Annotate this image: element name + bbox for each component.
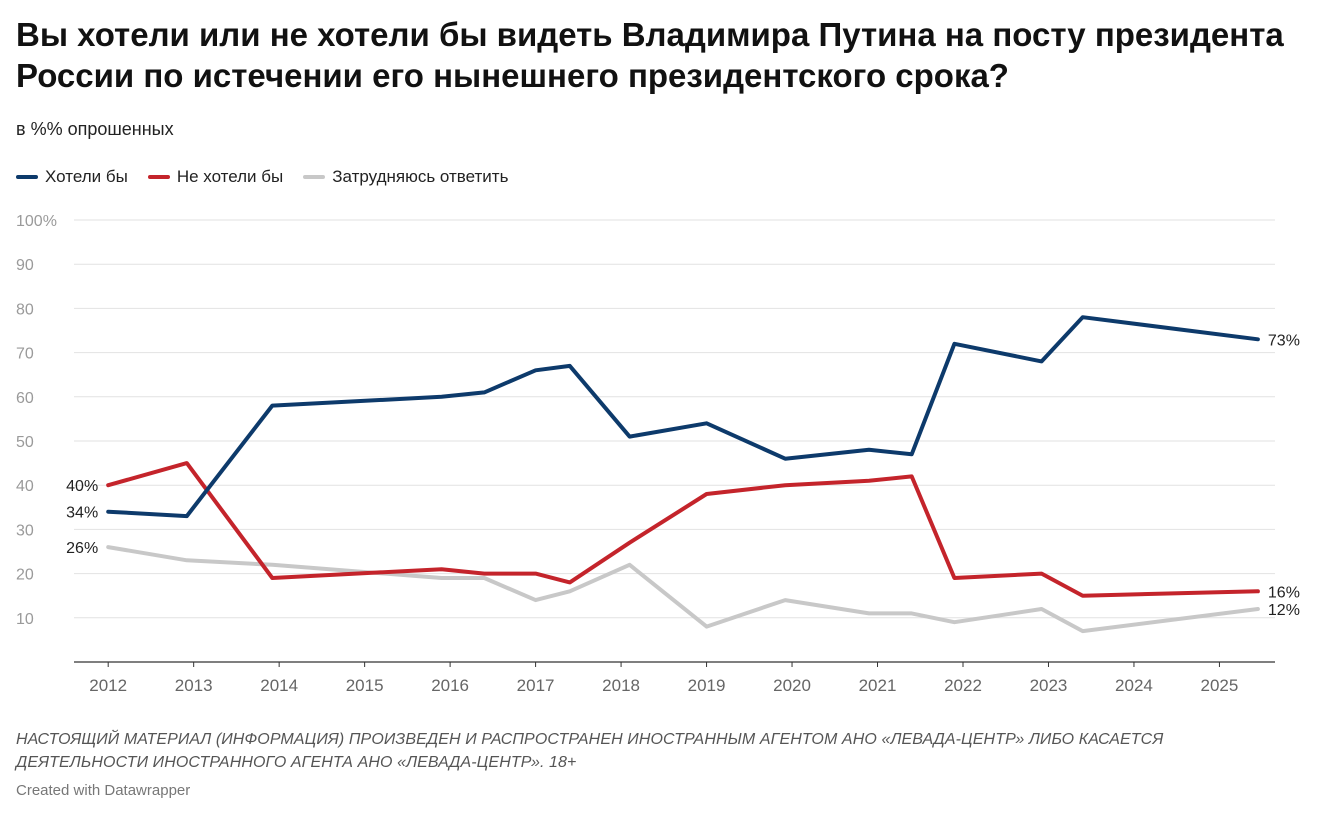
- gridlines: [74, 219, 1275, 619]
- legend-swatch-undecided: [303, 175, 326, 179]
- x-tick-label: 2025: [1201, 676, 1239, 695]
- legend-item-undecided: Затрудняюсь ответить: [303, 167, 508, 187]
- legend: Хотели бы Не хотели бы Затрудняюсь ответ…: [16, 167, 508, 187]
- x-axis-ticks: 2012 2013 2014 2015 2016 2017 2018 2019 2020 2021…: [89, 662, 1238, 695]
- y-tick-label: 90: [16, 257, 34, 274]
- chart-subtitle: в %% опрошенных: [16, 119, 174, 139]
- y-tick-label: 20: [16, 567, 34, 584]
- y-tick-label: 80: [16, 301, 34, 318]
- legend-label-not-want: Не хотели бы: [176, 167, 284, 186]
- legend-item-want: Хотели бы: [16, 167, 128, 187]
- legend-swatch-not-want: [147, 175, 170, 179]
- y-axis-ticks: 10 20 30 40 50 60 70 80 90 100%: [16, 213, 57, 628]
- x-tick-label: 2015: [346, 676, 384, 695]
- legend-item-not-want: Не хотели бы: [147, 167, 284, 187]
- legend-swatch-want: [16, 175, 38, 179]
- end-label-want: 73%: [1268, 332, 1300, 349]
- start-label-want: 34%: [66, 505, 98, 522]
- x-tick-label: 2019: [688, 676, 726, 695]
- x-tick-label: 2016: [431, 676, 469, 695]
- x-tick-label: 2021: [859, 676, 897, 695]
- y-tick-label: 60: [16, 390, 34, 407]
- y-tick-label: 70: [16, 346, 34, 363]
- x-tick-label: 2017: [517, 676, 555, 695]
- end-label-undecided: 12%: [1268, 602, 1300, 619]
- value-labels: 34% 73% 40% 16% 26% 12%: [66, 332, 1300, 619]
- start-label-not-want: 40%: [66, 478, 98, 495]
- y-tick-label: 40: [16, 478, 34, 495]
- legend-label-undecided: Затрудняюсь ответить: [332, 167, 509, 186]
- x-tick-label: 2022: [944, 676, 982, 695]
- end-label-not-want: 16%: [1268, 584, 1300, 601]
- legend-label-want: Хотели бы: [45, 167, 128, 186]
- x-tick-label: 2013: [175, 676, 213, 695]
- series-line-want: [106, 315, 1260, 519]
- series-lines: [106, 315, 1260, 634]
- y-tick-label: 100%: [16, 213, 57, 230]
- x-tick-label: 2018: [602, 676, 640, 695]
- x-tick-label: 2012: [89, 676, 127, 695]
- foreign-agent-notice: НАСТОЯЩИЙ МАТЕРИАЛ (ИНФОРМАЦИЯ) ПРОИЗВЕД…: [16, 731, 1164, 771]
- chart-title: Вы хотели или не хотели бы видеть Владим…: [16, 16, 1284, 94]
- y-tick-label: 10: [16, 611, 34, 628]
- start-label-undecided: 26%: [66, 540, 98, 557]
- datawrapper-credit[interactable]: Created with Datawrapper: [16, 782, 191, 799]
- y-tick-label: 30: [16, 522, 34, 539]
- y-tick-label: 50: [16, 434, 34, 451]
- x-tick-label: 2020: [773, 676, 811, 695]
- x-tick-label: 2024: [1115, 676, 1153, 695]
- series-line-not-want: [106, 461, 1260, 598]
- x-tick-label: 2023: [1030, 676, 1068, 695]
- series-line-undecided: [106, 545, 1260, 634]
- x-tick-label: 2014: [260, 676, 298, 695]
